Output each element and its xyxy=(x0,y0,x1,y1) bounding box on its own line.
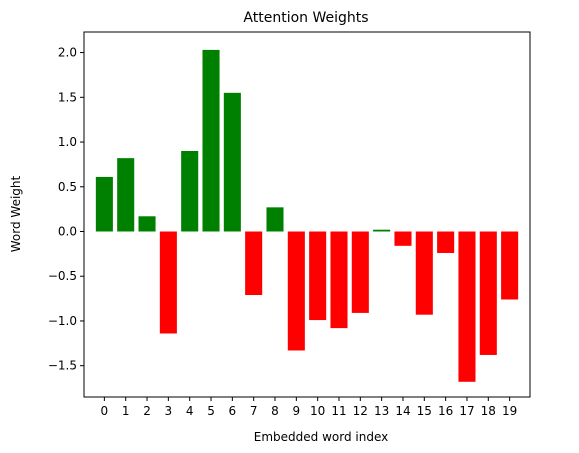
bar-12 xyxy=(351,231,369,313)
bar-13 xyxy=(373,229,391,232)
x-axis-label: Embedded word index xyxy=(254,430,388,444)
x-tick-label: 10 xyxy=(310,404,325,418)
bar-5 xyxy=(202,49,220,232)
bar-4 xyxy=(181,150,199,232)
bar-14 xyxy=(394,231,412,246)
bar-9 xyxy=(287,231,305,351)
x-tick-label: 15 xyxy=(417,404,432,418)
x-axis-ticks: 0 1 2 3 4 5 6 7 8 9 10 11 12 13 14 15 16 17 18 19 xyxy=(101,397,517,418)
x-tick-label: 4 xyxy=(186,404,194,418)
y-axis-ticks: −1.5 −1.0 −0.5 0.0 0.5 1.0 1.5 2.0 xyxy=(48,46,84,373)
bar-10 xyxy=(309,231,327,321)
x-tick-label: 7 xyxy=(250,404,258,418)
y-tick-label: −1.5 xyxy=(48,359,77,373)
y-tick-label: 0.5 xyxy=(58,180,77,194)
bar-1 xyxy=(117,158,135,232)
x-tick-label: 17 xyxy=(459,404,474,418)
y-tick-label: 2.0 xyxy=(58,46,77,60)
x-tick-label: 2 xyxy=(143,404,151,418)
bar-15 xyxy=(415,231,433,315)
x-tick-label: 6 xyxy=(229,404,237,418)
x-tick-label: 14 xyxy=(395,404,410,418)
chart-title: Attention Weights xyxy=(243,10,368,26)
bar-0 xyxy=(95,176,113,232)
x-tick-label: 8 xyxy=(271,404,279,418)
x-tick-label: 5 xyxy=(207,404,215,418)
x-tick-label: 16 xyxy=(438,404,453,418)
bar-11 xyxy=(330,231,348,329)
y-tick-label: 1.0 xyxy=(58,135,77,149)
x-tick-label: 1 xyxy=(122,404,130,418)
bars xyxy=(95,49,519,382)
bar-17 xyxy=(458,231,476,382)
bar-8 xyxy=(266,207,284,232)
y-tick-label: 0.0 xyxy=(58,224,77,238)
y-tick-label: −0.5 xyxy=(48,269,77,283)
x-tick-label: 12 xyxy=(353,404,368,418)
y-tick-label: 1.5 xyxy=(58,90,77,104)
bar-7 xyxy=(245,231,263,296)
x-tick-label: 0 xyxy=(101,404,109,418)
bar-3 xyxy=(159,231,177,334)
y-axis-label: Word Weight xyxy=(9,175,23,252)
x-tick-label: 3 xyxy=(165,404,173,418)
x-tick-label: 13 xyxy=(374,404,389,418)
y-tick-label: −1.0 xyxy=(48,314,77,328)
bar-16 xyxy=(437,231,455,253)
x-tick-label: 18 xyxy=(481,404,496,418)
x-tick-label: 11 xyxy=(331,404,346,418)
bar-2 xyxy=(138,216,156,232)
x-tick-label: 9 xyxy=(293,404,301,418)
bar-18 xyxy=(479,231,497,355)
bar-19 xyxy=(501,231,519,300)
x-tick-label: 19 xyxy=(502,404,517,418)
bar-6 xyxy=(223,92,241,232)
plot-frame xyxy=(83,31,531,398)
